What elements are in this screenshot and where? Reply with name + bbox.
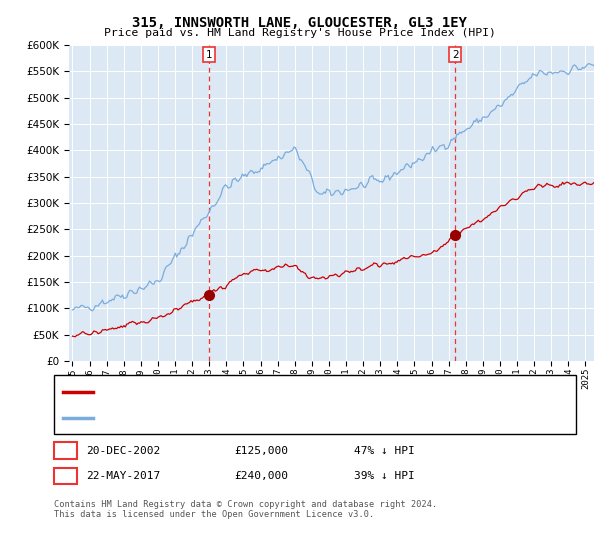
Text: Price paid vs. HM Land Registry's House Price Index (HPI): Price paid vs. HM Land Registry's House … <box>104 28 496 38</box>
Text: Contains HM Land Registry data © Crown copyright and database right 2024.
This d: Contains HM Land Registry data © Crown c… <box>54 500 437 519</box>
Text: 315, INNSWORTH LANE, GLOUCESTER, GL3 1EY: 315, INNSWORTH LANE, GLOUCESTER, GL3 1EY <box>133 16 467 30</box>
Text: 2: 2 <box>62 471 69 481</box>
Text: 47% ↓ HPI: 47% ↓ HPI <box>354 446 415 456</box>
Text: 39% ↓ HPI: 39% ↓ HPI <box>354 471 415 481</box>
Text: 2: 2 <box>452 49 458 59</box>
Text: 22-MAY-2017: 22-MAY-2017 <box>86 471 160 481</box>
Text: HPI: Average price, detached house, Tewkesbury: HPI: Average price, detached house, Tewk… <box>99 413 375 423</box>
Text: 20-DEC-2002: 20-DEC-2002 <box>86 446 160 456</box>
Text: £240,000: £240,000 <box>234 471 288 481</box>
Text: 315, INNSWORTH LANE, GLOUCESTER, GL3 1EY (detached house): 315, INNSWORTH LANE, GLOUCESTER, GL3 1EY… <box>99 386 441 396</box>
Text: £125,000: £125,000 <box>234 446 288 456</box>
Text: 1: 1 <box>205 49 212 59</box>
Text: 1: 1 <box>62 446 69 456</box>
